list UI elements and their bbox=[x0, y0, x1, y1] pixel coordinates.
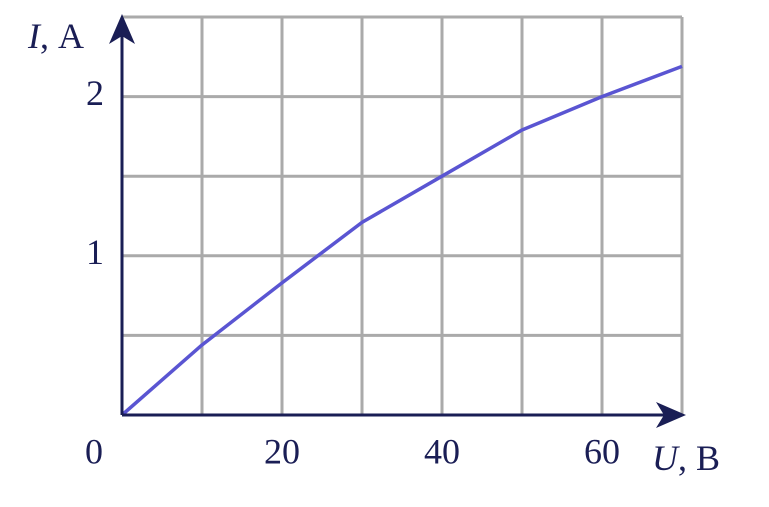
x-symbol: U bbox=[652, 438, 680, 478]
x-tick-label: 40 bbox=[424, 431, 460, 471]
x-tick-label: 60 bbox=[584, 431, 620, 471]
y-arrow bbox=[109, 14, 135, 44]
y-tick-label: 2 bbox=[86, 73, 104, 113]
x-tick-label: 20 bbox=[264, 431, 300, 471]
grid bbox=[122, 15, 684, 415]
x-unit: , В bbox=[678, 438, 720, 478]
curve bbox=[120, 64, 683, 417]
x-arrow bbox=[656, 402, 686, 428]
x-tick-label: 0 bbox=[85, 431, 103, 471]
y-symbol: I bbox=[27, 16, 42, 56]
plot bbox=[120, 64, 683, 417]
x-axis-label: U, В bbox=[652, 438, 720, 478]
y-axis-label: I, А bbox=[27, 16, 84, 56]
y-tick-label: 1 bbox=[86, 232, 104, 272]
y-unit: , А bbox=[40, 16, 84, 56]
